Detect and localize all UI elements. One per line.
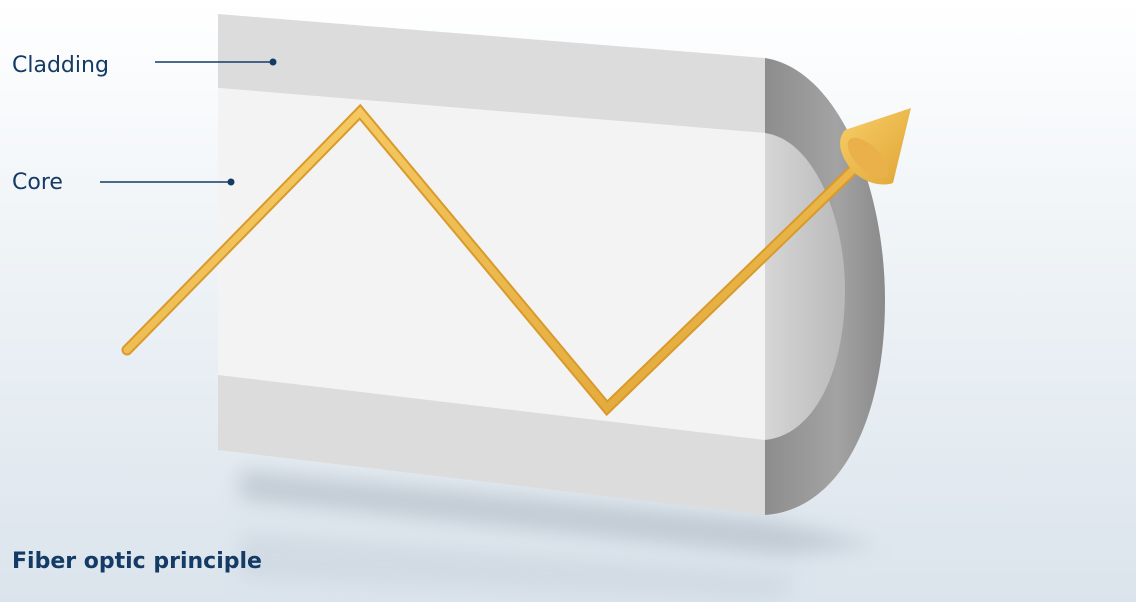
shadow [240,470,880,555]
caption: Fiber optic principle [12,549,262,574]
cladding-bottom [218,375,765,515]
core-end [765,133,845,440]
light-ray [123,106,859,414]
leader-dot [227,178,235,186]
cladding-top [218,14,765,133]
arrowhead [840,108,911,185]
core-label: Core [12,170,63,195]
reflection [240,530,800,600]
leader-dot [269,58,277,66]
arrowhead-base [847,137,889,179]
cladding-label: Cladding [12,53,109,78]
